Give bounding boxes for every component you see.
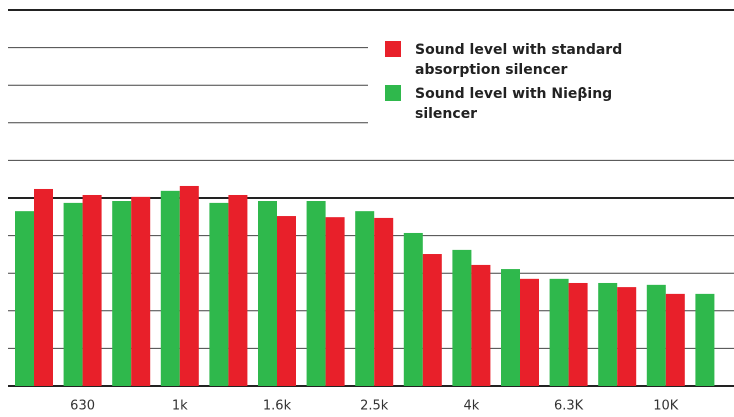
legend-swatch: [385, 41, 401, 57]
x-tick-label: 10K: [653, 399, 679, 414]
bar: [501, 269, 520, 386]
bar: [520, 278, 539, 386]
legend: Sound level with standard absorption sil…: [385, 40, 725, 128]
bar: [422, 254, 442, 386]
bar: [82, 194, 102, 386]
bar: [617, 287, 637, 386]
bar: [131, 196, 151, 386]
bar: [277, 216, 296, 386]
legend-label: Sound level with standard absorption sil…: [415, 42, 623, 78]
legend-item: Sound level with standard absorption sil…: [385, 40, 725, 80]
bar: [179, 185, 199, 386]
legend-label: Sound level with Nieβing silencer: [415, 86, 613, 122]
bar: [112, 201, 132, 386]
x-tick-label: 1k: [172, 399, 188, 414]
bar: [63, 202, 83, 386]
bar: [471, 264, 491, 386]
bar: [209, 202, 229, 386]
bar: [665, 293, 685, 386]
bar: [403, 232, 423, 386]
bar: [306, 201, 326, 386]
bar: [34, 188, 53, 386]
bar: [568, 282, 588, 386]
bar: [228, 194, 248, 386]
bar: [695, 293, 715, 386]
x-tick-label: 2.5k: [360, 399, 389, 414]
x-tick-label: 1.6k: [263, 399, 292, 414]
bar: [452, 249, 472, 386]
bar: [598, 282, 618, 386]
bar: [258, 201, 277, 386]
bar: [160, 190, 180, 386]
bar: [355, 211, 375, 386]
x-tick-label: 6.3K: [554, 399, 584, 414]
legend-item: Sound level with Nieβing silencer: [385, 84, 725, 124]
bar: [325, 217, 345, 386]
bar: [374, 217, 394, 386]
x-tick-label: 630: [70, 399, 95, 414]
bar: [15, 211, 34, 386]
bar: [646, 284, 666, 386]
legend-swatch: [385, 85, 401, 101]
bar: [549, 278, 569, 386]
x-tick-label: 4k: [463, 399, 479, 414]
